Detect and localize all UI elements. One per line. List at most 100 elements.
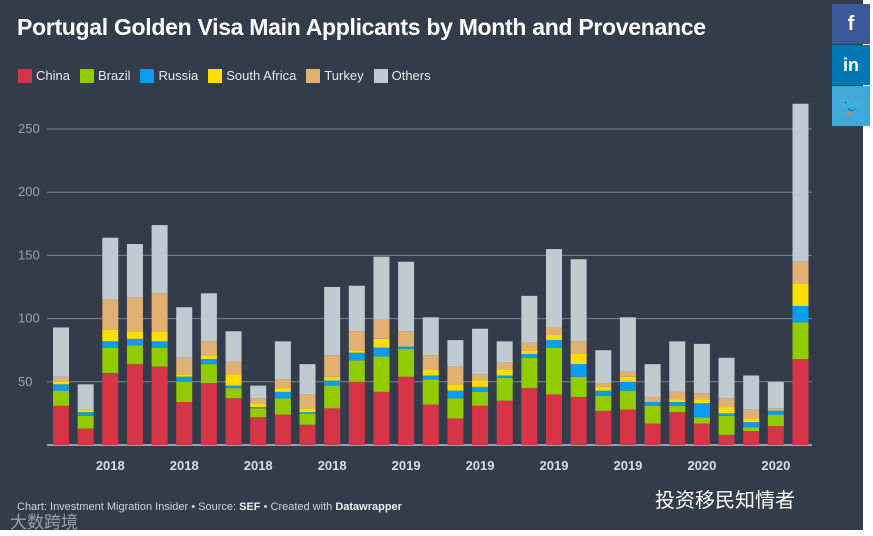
bar-segment-brazil [496, 378, 513, 401]
legend-label: Brazil [97, 68, 131, 83]
legend-item-china: China [18, 68, 70, 83]
bar-segment-others [472, 328, 489, 375]
legend-label: Others [391, 68, 431, 83]
bar-segment-turkey [669, 391, 686, 400]
bar-segment-brazil [693, 417, 710, 424]
bar-segment-turkey [225, 361, 242, 375]
bar-segment-south-africa [250, 403, 267, 408]
bar-segment-china [250, 417, 267, 445]
bar-segment-russia [669, 402, 686, 406]
bar-segment-others [151, 225, 168, 294]
footer-tool-link[interactable]: Datawrapper [335, 501, 402, 513]
bar-segment-south-africa [176, 374, 193, 377]
bar-segment-others [521, 295, 538, 343]
bar-segment-brazil [373, 356, 390, 392]
bar-segment-brazil [176, 381, 193, 403]
bar-segment-brazil [472, 391, 489, 406]
x-tick-label: 2018 [318, 458, 347, 473]
bar-segment-south-africa [398, 345, 415, 347]
bar-segment-south-africa [77, 409, 94, 413]
bar-segment-others [447, 340, 464, 367]
bar-segment-china [693, 423, 710, 445]
bar-segment-brazil [546, 347, 562, 395]
bar-segment-russia [693, 403, 710, 418]
bar-segment-turkey [299, 394, 316, 409]
bar-segment-russia [324, 380, 341, 386]
bar-segment-others [348, 285, 365, 332]
bar-segment-china [718, 434, 735, 445]
bar-segment-south-africa [373, 338, 390, 348]
bar-segment-china [743, 431, 760, 445]
bar-segment-turkey [176, 357, 193, 375]
bar-segment-south-africa [669, 399, 686, 403]
legend-swatch [140, 68, 155, 83]
footer-credit: Chart: Investment Migration Insider • So… [17, 501, 402, 513]
bar-segment-russia [472, 386, 489, 392]
bar-segment-turkey [250, 398, 267, 404]
bar-segment-russia [250, 407, 267, 409]
bar-segment-turkey [324, 355, 341, 377]
bar-segment-south-africa [200, 355, 217, 360]
legend-label: South Africa [226, 68, 297, 83]
bar-segment-brazil [792, 322, 809, 360]
bar-segment-turkey [595, 383, 612, 387]
x-tick-label: 2018 [170, 458, 199, 473]
bar-segment-south-africa [570, 353, 587, 365]
bar-segment-russia [126, 338, 143, 346]
bar-segment-others [324, 287, 341, 356]
legend-label: Russia [158, 68, 199, 83]
bar-segment-russia [496, 375, 513, 379]
footer-prefix: Chart: Investment Migration Insider • So… [17, 501, 240, 513]
bar-segment-others [274, 341, 291, 380]
linkedin-share-button[interactable]: in [832, 45, 870, 85]
bar-segment-russia [619, 381, 636, 391]
legend-item-south-africa: South Africa [208, 68, 296, 83]
bar-segment-russia [422, 375, 439, 380]
facebook-share-button[interactable]: f [832, 4, 870, 44]
bar-segment-turkey [767, 408, 784, 411]
bar-segment-china [669, 412, 686, 445]
bar-segment-brazil [619, 390, 636, 410]
bar-segment-south-africa [472, 380, 489, 387]
bar-segment-russia [225, 385, 242, 389]
bar-segment-turkey [422, 355, 439, 370]
bar-segment-others [176, 307, 193, 358]
x-tick-label: 2019 [392, 458, 421, 473]
bar-segment-south-africa [693, 399, 710, 404]
legend: China Brazil Russia South Africa Turkey Other… [18, 68, 431, 83]
bar-segment-turkey [496, 362, 513, 370]
legend-swatch [208, 68, 223, 83]
bar-segment-russia [718, 413, 735, 416]
y-tick-label: 50 [18, 374, 32, 389]
bar-segment-china [496, 400, 513, 445]
bar-segment-china [792, 359, 809, 445]
bar-segment-brazil [250, 408, 267, 418]
bar-segment-china [176, 402, 193, 445]
bar-segment-turkey [126, 297, 143, 332]
bar-segment-russia [176, 376, 193, 382]
bar-segment-brazil [718, 415, 735, 435]
bar-segment-turkey [619, 371, 636, 377]
x-tick-label: 2018 [244, 458, 273, 473]
bar-segment-russia [299, 412, 316, 414]
bar-segment-china [521, 388, 538, 445]
bar-segment-south-africa [348, 350, 365, 353]
twitter-share-button[interactable]: 🐦 [832, 86, 870, 126]
y-tick-label: 200 [18, 184, 40, 199]
bar-segment-turkey [644, 396, 661, 403]
bar-segment-south-africa [792, 283, 809, 306]
chart-title: Portugal Golden Visa Main Applicants by … [17, 14, 706, 40]
bar-segment-south-africa [324, 376, 341, 381]
bar-segment-others [619, 317, 636, 372]
bar-segment-brazil [669, 405, 686, 413]
bar-segment-south-africa [447, 384, 464, 391]
bar-segment-brazil [767, 414, 784, 427]
bar-segment-others [595, 350, 612, 384]
bar-segment-south-africa [619, 376, 636, 382]
bar-segment-turkey [398, 331, 415, 346]
bar-segment-south-africa [422, 369, 439, 376]
bar-segment-china [151, 366, 168, 445]
bar-segment-china [77, 428, 94, 445]
bar-segment-china [472, 405, 489, 445]
bar-segment-others [693, 343, 710, 394]
